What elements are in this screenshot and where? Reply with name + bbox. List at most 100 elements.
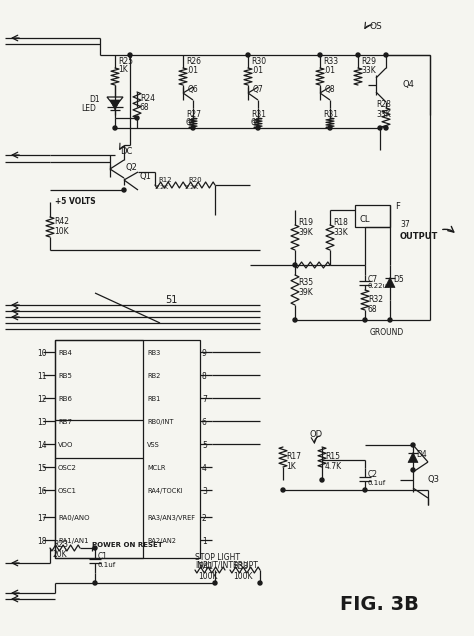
Circle shape (384, 126, 388, 130)
Text: 39K: 39K (298, 228, 313, 237)
Text: 9: 9 (202, 349, 207, 358)
Circle shape (281, 488, 285, 492)
Text: R33: R33 (323, 57, 338, 66)
Text: CL: CL (360, 215, 371, 224)
Text: RB1: RB1 (147, 396, 160, 402)
Text: C2: C2 (368, 470, 378, 479)
Text: RA0/ANO: RA0/ANO (58, 515, 90, 521)
Circle shape (191, 126, 195, 130)
Text: RB4: RB4 (58, 350, 72, 356)
Text: RA4/TOCKI: RA4/TOCKI (147, 488, 182, 494)
Text: 3: 3 (202, 487, 207, 496)
Circle shape (388, 318, 392, 322)
Bar (55, 340, 200, 558)
Text: 1: 1 (202, 537, 207, 546)
Text: 100K: 100K (198, 572, 218, 581)
Text: FIG. 3B: FIG. 3B (340, 595, 419, 614)
Circle shape (363, 488, 367, 492)
Circle shape (293, 318, 297, 322)
Text: R31: R31 (251, 110, 266, 119)
Text: R18: R18 (333, 218, 348, 227)
Text: 7: 7 (202, 395, 207, 404)
Text: R41: R41 (198, 562, 213, 571)
Text: 2: 2 (202, 514, 207, 523)
Text: R26: R26 (186, 57, 201, 66)
Circle shape (135, 116, 139, 120)
Text: 8: 8 (202, 372, 207, 381)
Text: DC: DC (120, 147, 132, 156)
Text: RB0/INT: RB0/INT (147, 419, 173, 425)
Circle shape (411, 468, 415, 472)
Text: R30: R30 (251, 57, 266, 66)
Text: R31: R31 (323, 110, 338, 119)
Text: OS: OS (370, 22, 383, 31)
Text: 100K: 100K (233, 572, 253, 581)
Bar (355, 205, 390, 227)
Circle shape (318, 53, 322, 57)
Text: .01: .01 (251, 66, 263, 75)
Circle shape (384, 53, 388, 57)
Text: 33K: 33K (376, 110, 391, 119)
Text: 4: 4 (202, 464, 207, 473)
Text: 20K: 20K (53, 550, 68, 559)
Circle shape (113, 126, 117, 130)
Text: 10: 10 (37, 349, 46, 358)
Text: 6: 6 (202, 418, 207, 427)
Text: R12: R12 (158, 177, 172, 183)
Text: 16: 16 (37, 487, 46, 496)
Text: 2.2K: 2.2K (185, 185, 199, 190)
Text: VSS: VSS (147, 442, 160, 448)
Circle shape (122, 188, 126, 192)
Text: Q4: Q4 (403, 80, 415, 89)
Text: .01: .01 (323, 66, 335, 75)
Text: 68: 68 (251, 118, 261, 127)
Text: Q1: Q1 (140, 172, 152, 181)
Text: R35: R35 (298, 278, 313, 287)
Text: 15: 15 (37, 464, 46, 473)
Text: 68: 68 (368, 305, 378, 314)
Text: Q8: Q8 (325, 85, 336, 94)
Text: Q3: Q3 (428, 475, 440, 484)
Text: INPUT/INTERUPT: INPUT/INTERUPT (195, 561, 258, 570)
Text: 0.22uf: 0.22uf (368, 283, 391, 289)
Text: +5 VOLTS: +5 VOLTS (55, 197, 96, 206)
Text: Q2: Q2 (126, 163, 138, 172)
Text: MCLR: MCLR (147, 465, 165, 471)
Text: GROUND: GROUND (370, 328, 404, 337)
Circle shape (356, 53, 360, 57)
Circle shape (293, 263, 297, 267)
Text: OD: OD (310, 430, 323, 439)
Text: OSC2: OSC2 (58, 465, 77, 471)
Text: 12: 12 (37, 395, 46, 404)
Circle shape (378, 126, 382, 130)
Text: R32: R32 (368, 295, 383, 304)
Text: VDO: VDO (58, 442, 73, 448)
Text: RB3: RB3 (147, 350, 160, 356)
Text: R42: R42 (54, 217, 69, 226)
Circle shape (93, 581, 97, 585)
Text: R15: R15 (325, 452, 340, 461)
Circle shape (93, 546, 97, 550)
Text: D1: D1 (90, 95, 100, 104)
Text: R19: R19 (298, 218, 313, 227)
Text: R25: R25 (118, 57, 133, 66)
Text: R24: R24 (140, 94, 155, 103)
Text: R20: R20 (188, 177, 201, 183)
Text: POWER ON RESET: POWER ON RESET (92, 542, 163, 548)
Text: 0.1uf: 0.1uf (368, 480, 386, 486)
Text: RB5: RB5 (58, 373, 72, 379)
Text: 1K: 1K (286, 462, 296, 471)
Text: 37: 37 (400, 220, 410, 229)
Text: C1: C1 (98, 552, 108, 561)
Text: .01: .01 (186, 66, 198, 75)
Text: 5: 5 (202, 441, 207, 450)
Text: OSC1: OSC1 (58, 488, 77, 494)
Circle shape (411, 443, 415, 447)
Circle shape (328, 126, 332, 130)
Text: R23: R23 (53, 540, 68, 549)
Text: D4: D4 (416, 450, 427, 459)
Text: R33: R33 (233, 562, 248, 571)
Text: D5: D5 (393, 275, 404, 284)
Text: 33K: 33K (333, 228, 348, 237)
Polygon shape (385, 277, 395, 287)
